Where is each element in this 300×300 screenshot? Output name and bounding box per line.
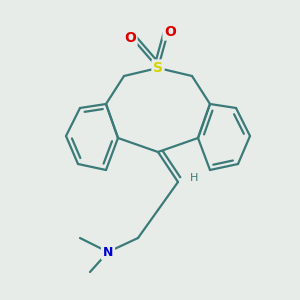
Text: H: H <box>190 173 198 183</box>
Text: O: O <box>164 25 176 39</box>
Text: N: N <box>103 245 113 259</box>
Text: O: O <box>124 31 136 45</box>
Text: S: S <box>153 61 163 75</box>
